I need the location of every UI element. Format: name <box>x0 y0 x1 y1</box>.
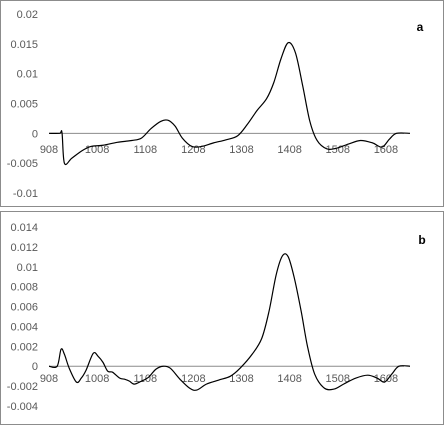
chart-b-y-tick-label: 0.004 <box>10 321 38 333</box>
chart-a-x-tick-label: 1108 <box>133 144 157 156</box>
chart-a-x-tick-label: 908 <box>40 144 58 156</box>
chart-b-x-tick-label: 1508 <box>326 373 350 385</box>
chart-b-y-tick-label: 0.014 <box>10 222 38 234</box>
chart-a-y-tick-label: 0.005 <box>10 99 38 111</box>
chart-b-x-tick-label: 1608 <box>374 373 398 385</box>
chart-a-x-tick-label: 1408 <box>277 144 301 156</box>
chart-a-y-tick-label: 0.015 <box>10 39 38 51</box>
chart-b-x-tick-label: 1308 <box>229 373 253 385</box>
chart-b-y-tick-label: 0.012 <box>10 242 38 254</box>
chart-a-y-tick-label: -0.005 <box>7 158 38 170</box>
chart-a-x-tick-label: 1508 <box>326 144 350 156</box>
chart-b-y-tick-label: 0.008 <box>10 282 38 294</box>
chart-b-series-line <box>48 253 411 391</box>
chart-b-y-tick-label: -0.002 <box>7 381 38 393</box>
chart-a-y-tick-label: -0.01 <box>13 188 38 200</box>
chart-b-x-tick-label: 1208 <box>181 373 205 385</box>
chart-b-y-tick-label: 0.01 <box>17 262 38 274</box>
chart-b-x-tick-label: 908 <box>40 373 58 385</box>
chart-panel-b <box>0 211 444 425</box>
chart-b-y-tick-label: 0.006 <box>10 302 38 314</box>
chart-b-x-tick-label: 1008 <box>85 373 109 385</box>
chart-a-y-tick-label: 0.01 <box>17 69 38 81</box>
chart-a-panel-label: a <box>417 20 424 34</box>
chart-b-x-tick-label: 1408 <box>277 373 301 385</box>
chart-a-y-tick-label: 0 <box>32 128 38 140</box>
chart-b-y-tick-label: -0.004 <box>7 401 38 413</box>
chart-panel-a <box>0 0 444 207</box>
chart-b-y-tick-label: 0 <box>32 361 38 373</box>
chart-b-panel-label: b <box>418 233 425 247</box>
chart-a-y-tick-label: 0.02 <box>17 9 38 21</box>
chart-a-x-tick-label: 1308 <box>229 144 253 156</box>
chart-b-canvas: 0.014 0.012 0.01 0.008 0.006 0.004 0.002 0 -0.00… <box>7 222 426 413</box>
chart-b-y-tick-label: 0.002 <box>10 341 38 353</box>
chart-a-series-line <box>48 41 411 166</box>
